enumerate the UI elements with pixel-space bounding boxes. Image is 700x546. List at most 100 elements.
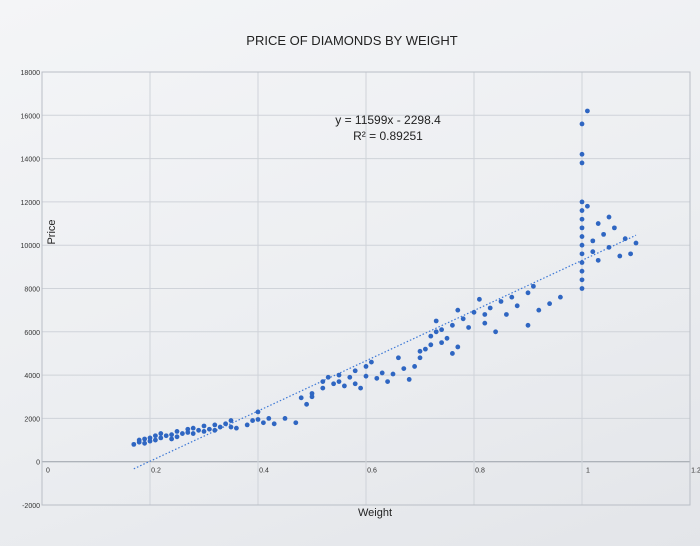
scatter-point [606,214,612,220]
scatter-point [590,249,596,255]
scatter-point [142,436,148,442]
scatter-point [396,355,401,361]
trendline [133,234,637,470]
scatter-point [158,435,164,441]
scatter-point [579,286,585,291]
plot-frame [41,71,691,506]
r-squared-label: R² = 0.89251 [353,129,423,143]
scatter-point [201,428,207,434]
scatter-point [595,221,601,226]
scatter-point [455,307,461,313]
scatter-point [363,364,369,369]
y-tick-label: -2000 [22,503,40,510]
scatter-point [590,238,596,244]
scatter-point [309,391,315,396]
scatter-point [606,244,612,250]
scatter-point [493,329,498,335]
scatter-point [352,368,358,374]
scatter-point [417,348,423,354]
y-tick-label: 12000 [21,200,41,207]
trendline-line [133,234,637,470]
scatter-point [579,199,585,205]
scatter-point [385,379,390,384]
scatter-point [255,417,261,422]
data-points [131,108,639,447]
scatter-point [320,385,326,391]
scatter-point [169,436,175,442]
scatter-point [622,236,628,242]
scatter-point [136,437,142,443]
scatter-point [228,424,234,430]
scatter-point [293,420,299,426]
scatter-point [131,441,137,447]
scatter-point [450,322,455,328]
scatter-point [190,431,196,436]
scatter-point [504,312,509,317]
scatter-point [455,344,461,350]
scatter-point [466,325,471,330]
scatter-point [547,301,552,307]
y-tick-label: 2000 [24,416,40,423]
scatter-point [482,312,488,317]
scatter-point [266,416,272,421]
chart-title: PRICE OF DIAMONDS BY WEIGHT [246,33,457,48]
scatter-point [325,374,331,380]
scatter-point [320,379,326,384]
scatter-point [336,372,342,378]
scatter-point [579,208,585,213]
scatter-point [201,423,207,429]
scatter-point [142,440,148,446]
x-tick-label: 0.4 [259,468,269,475]
x-tick-label: 0.6 [367,468,377,475]
y-tick-label: 10000 [21,243,41,250]
y-tick-label: 14000 [21,157,41,164]
y-tick-label: 16000 [21,113,41,120]
scatter-point [514,303,520,309]
scatter-point [579,225,585,231]
scatter-point [153,433,158,439]
scatter-point [428,342,434,348]
scatter-point [282,416,288,421]
scatter-point [433,329,439,335]
x-tick-label: 0.2 [151,468,161,475]
scatter-point [439,340,444,346]
scatter-point [579,234,585,239]
scatter-point [390,371,396,377]
axes [41,71,691,506]
scatter-point [477,296,482,302]
x-axis-label: Weight [358,507,392,519]
scatter-point [163,433,169,439]
y-tick-label: 8000 [24,287,40,294]
scatter-point [585,203,590,209]
scatter-point [531,283,536,289]
scatter-point [579,216,585,222]
scatter-point [369,359,374,365]
scatter-point [212,422,218,428]
y-axis-label: Price [46,219,58,244]
scatter-point [250,418,256,423]
scatter-point [428,333,434,339]
scatter-point [352,381,358,387]
chart-text: PRICE OF DIAMONDS BY WEIGHT y = 11599x -… [21,33,700,519]
scatter-point [579,160,585,166]
scatter-point [444,335,450,341]
scatter-point [190,425,196,431]
scatter-point [498,299,504,304]
scatter-point [579,151,585,157]
scatter-point [628,251,633,257]
scatter-point [363,373,369,379]
scatter-point [196,427,202,433]
scatter-point [460,316,466,322]
scatter-point [423,346,428,352]
scatter-point [304,401,309,407]
trendline-equation: y = 11599x - 2298.4 [335,113,441,127]
scatter-point [374,375,380,381]
scatter-point [525,290,531,296]
scatter-point [417,355,423,361]
y-tick-label: 0 [36,460,40,467]
y-tick-label: 18000 [21,70,41,77]
scatter-point [169,432,175,438]
scatter-point [412,364,417,369]
